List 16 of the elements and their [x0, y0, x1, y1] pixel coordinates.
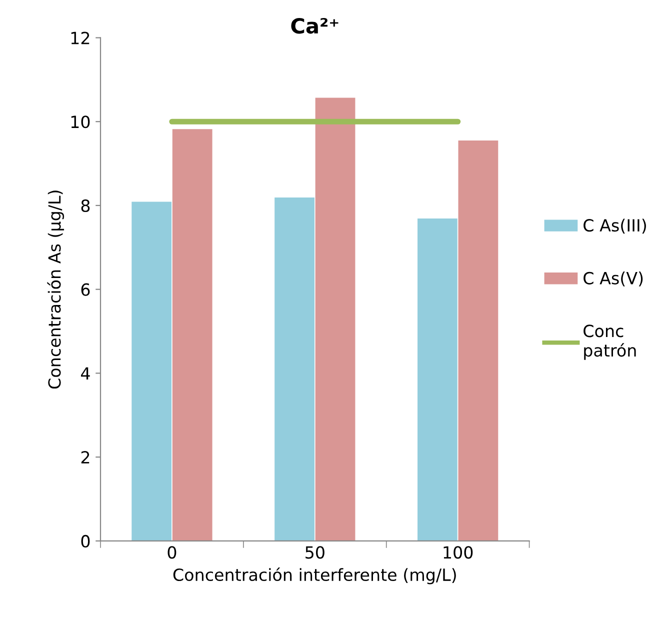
- x-tick-label: 50: [306, 546, 324, 559]
- y-tick-label: 4: [80, 367, 90, 380]
- y-tick-label: 0: [81, 534, 90, 548]
- chart-title: Ca²⁺: [291, 18, 338, 34]
- x-tick-label: 0: [168, 546, 176, 559]
- y-tick-label: 8: [81, 199, 90, 212]
- legend-label: Conc patrón: [584, 324, 636, 360]
- y-axis-title: Concentración As (µg/L): [47, 190, 64, 389]
- y-tick-label: 6: [81, 283, 90, 296]
- legend-label: C As(V): [584, 272, 643, 286]
- x-tick-label: 100: [444, 546, 473, 559]
- y-tick-label: 12: [71, 32, 90, 44]
- legend-label: C As(III): [584, 218, 646, 234]
- y-tick-label: 10: [71, 116, 90, 128]
- y-tick-label: 2: [81, 451, 90, 464]
- x-axis-title: Concentración interferente (mg/L): [173, 567, 456, 584]
